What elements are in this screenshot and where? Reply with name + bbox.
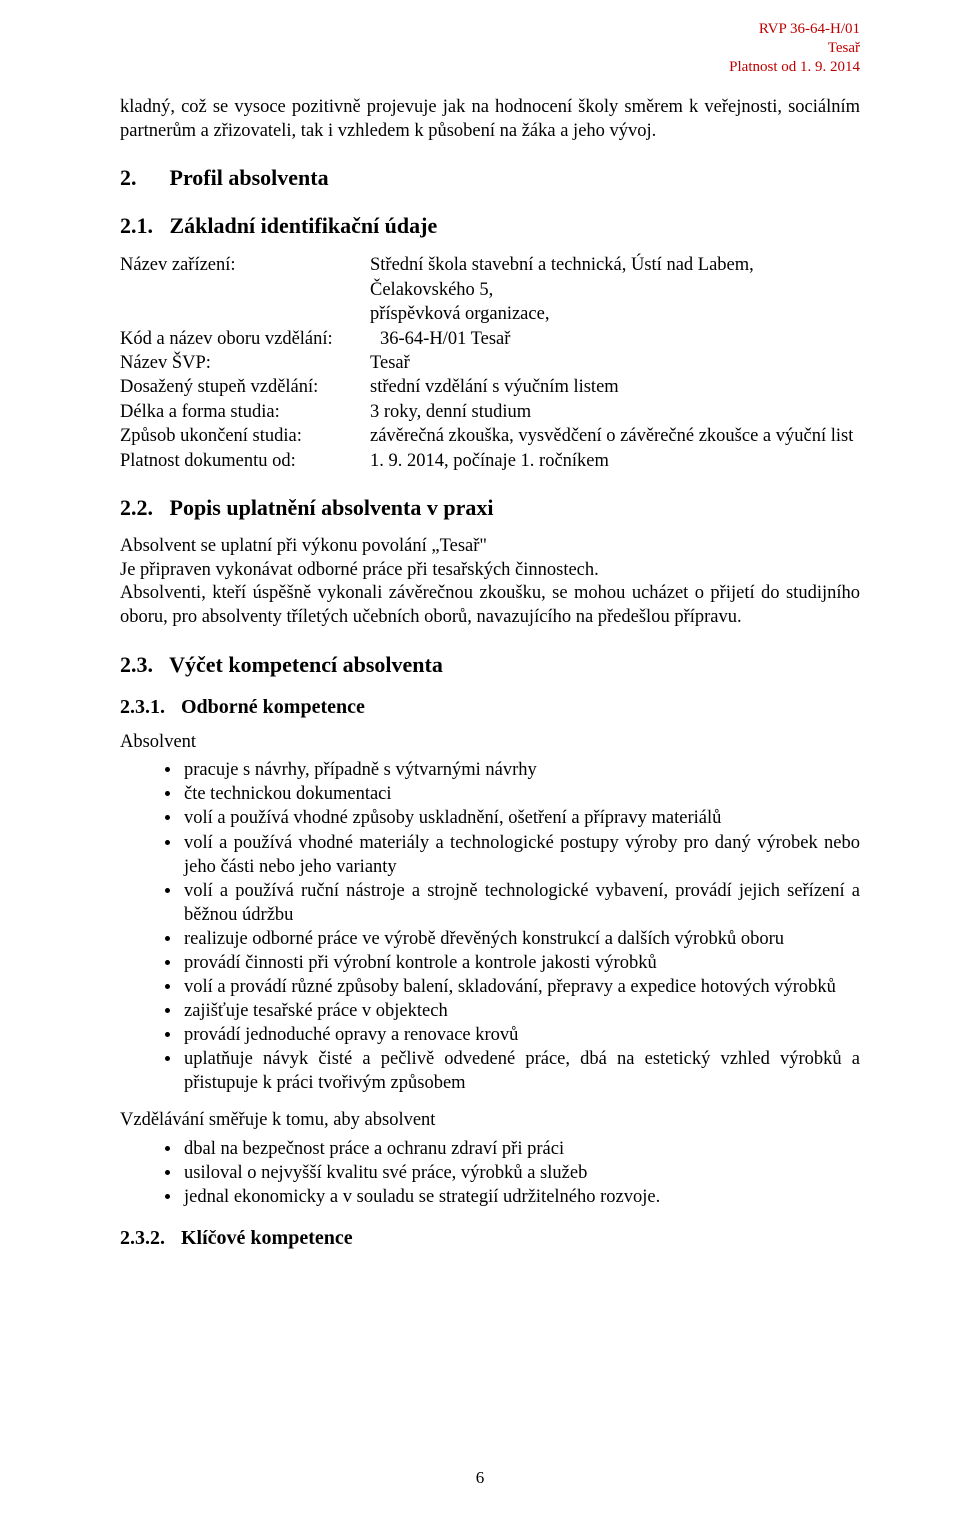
- kv-label-platnost: Platnost dokumentu od:: [120, 449, 370, 473]
- list-item: volí a provádí různé způsoby balení, skl…: [182, 975, 860, 999]
- heading-2-1: 2.1. Základní identifikační údaje: [120, 213, 860, 239]
- header-line-3: Platnost od 1. 9. 2014: [729, 58, 860, 77]
- sec22-body: Absolvent se uplatní při výkonu povolání…: [120, 535, 860, 630]
- header-line-1: RVP 36-64-H/01: [729, 20, 860, 39]
- header-meta: RVP 36-64-H/01 Tesař Platnost od 1. 9. 2…: [729, 20, 860, 76]
- heading-number: 2.3.1.: [120, 696, 176, 719]
- list-item: uplatňuje návyk čisté a pečlivě odvedené…: [182, 1047, 860, 1095]
- heading-number: 2.3.: [120, 652, 164, 678]
- heading-2: 2. Profil absolventa: [120, 165, 860, 191]
- kv-value-delka: 3 roky, denní studium: [370, 400, 860, 424]
- heading-title: Profil absolventa: [170, 165, 329, 190]
- intro-paragraph: kladný, což se vysoce pozitivně projevuj…: [120, 96, 860, 143]
- sec22-p3: Absolventi, kteří úspěšně vykonali závěr…: [120, 582, 860, 629]
- document-page: RVP 36-64-H/01 Tesař Platnost od 1. 9. 2…: [0, 0, 960, 1520]
- kv-value-nazev-2: příspěvková organizace,: [120, 302, 860, 326]
- kv-value-zpusob: závěrečná zkouška, vysvědčení o závěrečn…: [370, 424, 860, 448]
- heading-2-2: 2.2. Popis uplatnění absolventa v praxi: [120, 495, 860, 521]
- list-item: dbal na bezpečnost práce a ochranu zdrav…: [182, 1137, 860, 1161]
- list-item: provádí činnosti při výrobní kontrole a …: [182, 951, 860, 975]
- heading-number: 2.3.2.: [120, 1227, 176, 1250]
- heading-title: Klíčové kompetence: [181, 1227, 353, 1249]
- heading-2-3-1: 2.3.1. Odborné kompetence: [120, 696, 860, 719]
- heading-title: Popis uplatnění absolventa v praxi: [170, 495, 494, 520]
- heading-number: 2.2.: [120, 495, 164, 521]
- heading-title: Odborné kompetence: [181, 696, 365, 718]
- heading-2-3: 2.3. Výčet kompetencí absolventa: [120, 652, 860, 678]
- kv-label-kod: Kód a název oboru vzdělání:: [120, 327, 380, 351]
- kv-value-stupen: střední vzdělání s výučním listem: [370, 375, 860, 399]
- list-item: usiloval o nejvyšší kvalitu své práce, v…: [182, 1161, 860, 1185]
- list-item: pracuje s návrhy, případně s výtvarnými …: [182, 758, 860, 782]
- kv-value-platnost: 1. 9. 2014, počínaje 1. ročníkem: [370, 449, 860, 473]
- competence-list-1: pracuje s návrhy, případně s výtvarnými …: [120, 758, 860, 1095]
- heading-title: Základní identifikační údaje: [170, 213, 438, 238]
- kv-label-delka: Délka a forma studia:: [120, 400, 370, 424]
- sec22-p2: Je připraven vykonávat odborné práce při…: [120, 559, 860, 583]
- kv-label-nazev: Název zařízení:: [120, 253, 370, 302]
- sec22-p1: Absolvent se uplatní při výkonu povolání…: [120, 535, 860, 559]
- list-item: volí a používá vhodné materiály a techno…: [182, 831, 860, 879]
- identity-block: Název zařízení: Střední škola stavební a…: [120, 253, 860, 473]
- heading-number: 2.: [120, 165, 164, 191]
- page-number: 6: [0, 1468, 960, 1488]
- header-line-2: Tesař: [729, 39, 860, 58]
- vzdelavani-label: Vzdělávání směřuje k tomu, aby absolvent: [120, 1109, 860, 1133]
- list-item: zajišťuje tesařské práce v objektech: [182, 999, 860, 1023]
- list-item: provádí jednoduché opravy a renovace kro…: [182, 1023, 860, 1047]
- kv-label-svp: Název ŠVP:: [120, 351, 370, 375]
- kv-value-nazev-1: Střední škola stavební a technická, Ústí…: [370, 253, 860, 302]
- heading-2-3-2: 2.3.2. Klíčové kompetence: [120, 1227, 860, 1250]
- list-item: volí a používá ruční nástroje a strojně …: [182, 879, 860, 927]
- heading-title: Výčet kompetencí absolventa: [169, 652, 443, 677]
- kv-value-svp: Tesař: [370, 351, 860, 375]
- list-item: čte technickou dokumentaci: [182, 782, 860, 806]
- absolvent-label: Absolvent: [120, 731, 860, 755]
- kv-label-zpusob: Způsob ukončení studia:: [120, 424, 370, 448]
- list-item: realizuje odborné práce ve výrobě dřevěn…: [182, 927, 860, 951]
- kv-value-kod: 36-64-H/01 Tesař: [380, 327, 860, 351]
- competence-list-2: dbal na bezpečnost práce a ochranu zdrav…: [120, 1137, 860, 1209]
- kv-label-stupen: Dosažený stupeň vzdělání:: [120, 375, 370, 399]
- list-item: volí a používá vhodné způsoby uskladnění…: [182, 806, 860, 830]
- list-item: jednal ekonomicky a v souladu se strateg…: [182, 1185, 860, 1209]
- heading-number: 2.1.: [120, 213, 164, 239]
